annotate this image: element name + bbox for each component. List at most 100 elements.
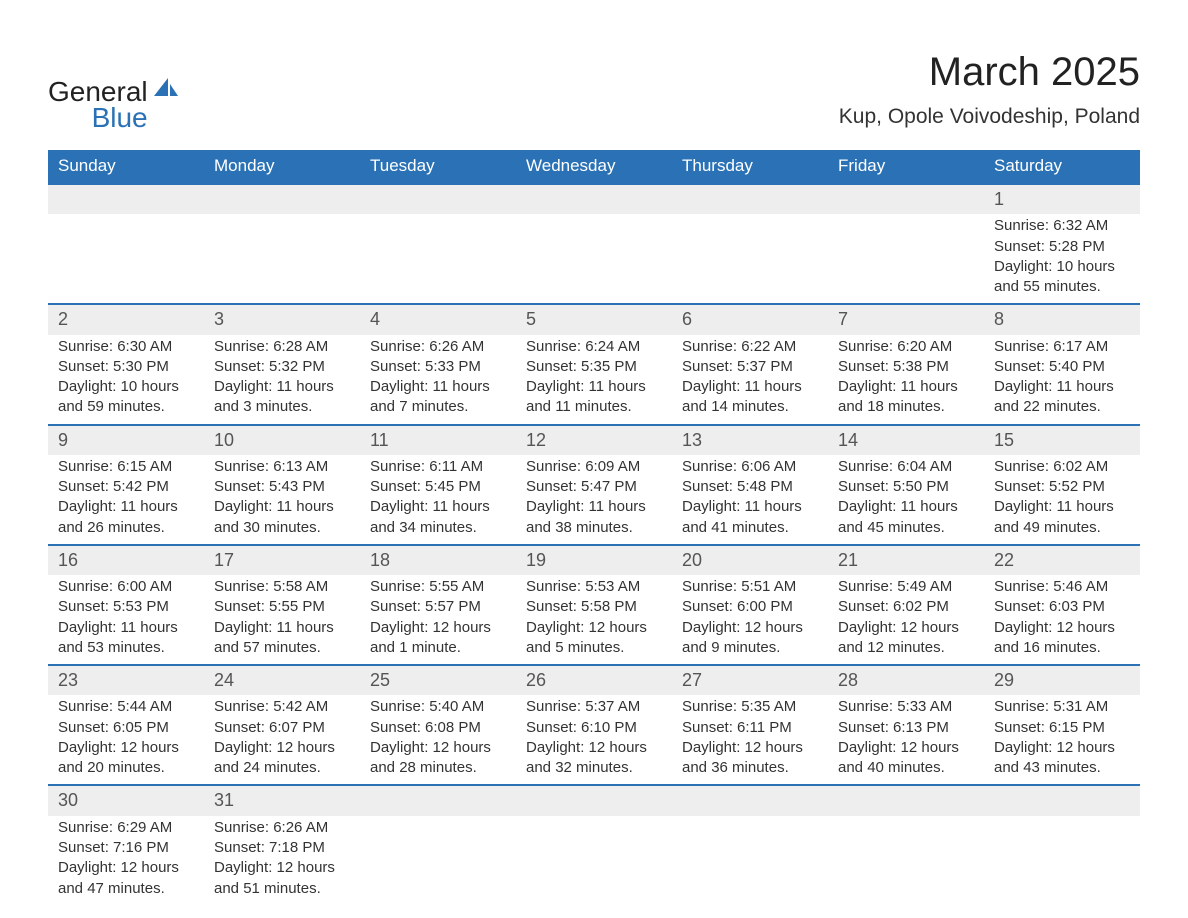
daylight-text: Daylight: 11 hours [370,497,506,517]
day-number-cell: 8 [984,304,1140,334]
day-number-cell: 16 [48,545,204,575]
daylight-text: Daylight: 12 hours [526,618,662,638]
day-number: 8 [984,305,1140,334]
day-number: 28 [828,666,984,695]
day-details-cell: Sunrise: 6:02 AMSunset: 5:52 PMDaylight:… [984,455,1140,545]
daylight-text: and 14 minutes. [682,397,818,417]
daylight-text: and 30 minutes. [214,518,350,538]
sunset-text: Sunset: 7:18 PM [214,838,350,858]
logo-text: General Blue [48,78,148,132]
empty-cell [828,184,984,214]
day-number-cell: 21 [828,545,984,575]
day-number-cell: 31 [204,785,360,815]
day-details-cell: Sunrise: 5:37 AMSunset: 6:10 PMDaylight:… [516,695,672,785]
daylight-text: Daylight: 12 hours [994,618,1130,638]
daylight-text: Daylight: 12 hours [214,738,350,758]
daylight-text: and 9 minutes. [682,638,818,658]
day-number-cell: 17 [204,545,360,575]
day-number: 27 [672,666,828,695]
sunset-text: Sunset: 5:53 PM [58,597,194,617]
daylight-text: Daylight: 11 hours [214,497,350,517]
sunset-text: Sunset: 5:45 PM [370,477,506,497]
sunset-text: Sunset: 5:58 PM [526,597,662,617]
day-details-cell: Sunrise: 6:11 AMSunset: 5:45 PMDaylight:… [360,455,516,545]
weekday-header: Wednesday [516,150,672,184]
day-number: 5 [516,305,672,334]
day-number: 11 [360,426,516,455]
day-number-cell: 7 [828,304,984,334]
sunset-text: Sunset: 6:07 PM [214,718,350,738]
daylight-text: Daylight: 10 hours [58,377,194,397]
day-number-cell: 12 [516,425,672,455]
sunset-text: Sunset: 6:13 PM [838,718,974,738]
empty-cell [360,214,516,304]
empty-cell [204,184,360,214]
day-details-cell: Sunrise: 5:42 AMSunset: 6:07 PMDaylight:… [204,695,360,785]
empty-cell [672,785,828,815]
daylight-text: Daylight: 12 hours [370,618,506,638]
calendar-table: SundayMondayTuesdayWednesdayThursdayFrid… [48,150,1140,909]
daylight-text: and 16 minutes. [994,638,1130,658]
sunset-text: Sunset: 5:50 PM [838,477,974,497]
empty-cell [360,785,516,815]
day-number-cell: 10 [204,425,360,455]
daylight-text: Daylight: 11 hours [526,497,662,517]
daylight-text: and 45 minutes. [838,518,974,538]
daylight-text: and 41 minutes. [682,518,818,538]
day-details-cell: Sunrise: 5:49 AMSunset: 6:02 PMDaylight:… [828,575,984,665]
day-number: 14 [828,426,984,455]
empty-cell [984,816,1140,909]
daylight-text: Daylight: 11 hours [58,497,194,517]
day-number-cell: 13 [672,425,828,455]
day-details-cell: Sunrise: 6:00 AMSunset: 5:53 PMDaylight:… [48,575,204,665]
calendar-body: 1Sunrise: 6:32 AMSunset: 5:28 PMDaylight… [48,184,1140,909]
daylight-text: and 12 minutes. [838,638,974,658]
sunrise-text: Sunrise: 5:44 AM [58,697,194,717]
daylight-text: Daylight: 12 hours [838,618,974,638]
daylight-text: and 38 minutes. [526,518,662,538]
sunset-text: Sunset: 6:08 PM [370,718,506,738]
day-details-cell: Sunrise: 6:22 AMSunset: 5:37 PMDaylight:… [672,335,828,425]
day-number: 25 [360,666,516,695]
sunrise-text: Sunrise: 6:13 AM [214,457,350,477]
empty-cell [828,816,984,909]
weekday-header: Saturday [984,150,1140,184]
daylight-text: and 5 minutes. [526,638,662,658]
daylight-text: and 28 minutes. [370,758,506,778]
day-number-cell: 30 [48,785,204,815]
day-details-cell: Sunrise: 5:31 AMSunset: 6:15 PMDaylight:… [984,695,1140,785]
day-number: 13 [672,426,828,455]
day-number: 30 [48,786,204,815]
daylight-text: Daylight: 12 hours [838,738,974,758]
day-number: 23 [48,666,204,695]
empty-cell [672,214,828,304]
sunrise-text: Sunrise: 5:42 AM [214,697,350,717]
daylight-text: and 26 minutes. [58,518,194,538]
day-number: 24 [204,666,360,695]
sunset-text: Sunset: 6:11 PM [682,718,818,738]
empty-cell [828,785,984,815]
empty-cell [984,785,1140,815]
day-number-cell: 25 [360,665,516,695]
day-number: 20 [672,546,828,575]
sunset-text: Sunset: 5:33 PM [370,357,506,377]
sunrise-text: Sunrise: 5:55 AM [370,577,506,597]
sunrise-text: Sunrise: 6:15 AM [58,457,194,477]
day-number-cell: 4 [360,304,516,334]
sunrise-text: Sunrise: 5:53 AM [526,577,662,597]
day-number-cell: 28 [828,665,984,695]
sunrise-text: Sunrise: 5:40 AM [370,697,506,717]
sunrise-text: Sunrise: 6:28 AM [214,337,350,357]
location: Kup, Opole Voivodeship, Poland [839,105,1140,129]
day-details-cell: Sunrise: 6:09 AMSunset: 5:47 PMDaylight:… [516,455,672,545]
daylight-text: Daylight: 12 hours [214,858,350,878]
daylight-text: Daylight: 11 hours [994,377,1130,397]
empty-cell [672,184,828,214]
empty-cell [204,214,360,304]
day-details-cell: Sunrise: 5:33 AMSunset: 6:13 PMDaylight:… [828,695,984,785]
daylight-text: Daylight: 11 hours [370,377,506,397]
day-number-cell: 6 [672,304,828,334]
day-number: 16 [48,546,204,575]
day-number-cell: 5 [516,304,672,334]
sunrise-text: Sunrise: 6:11 AM [370,457,506,477]
